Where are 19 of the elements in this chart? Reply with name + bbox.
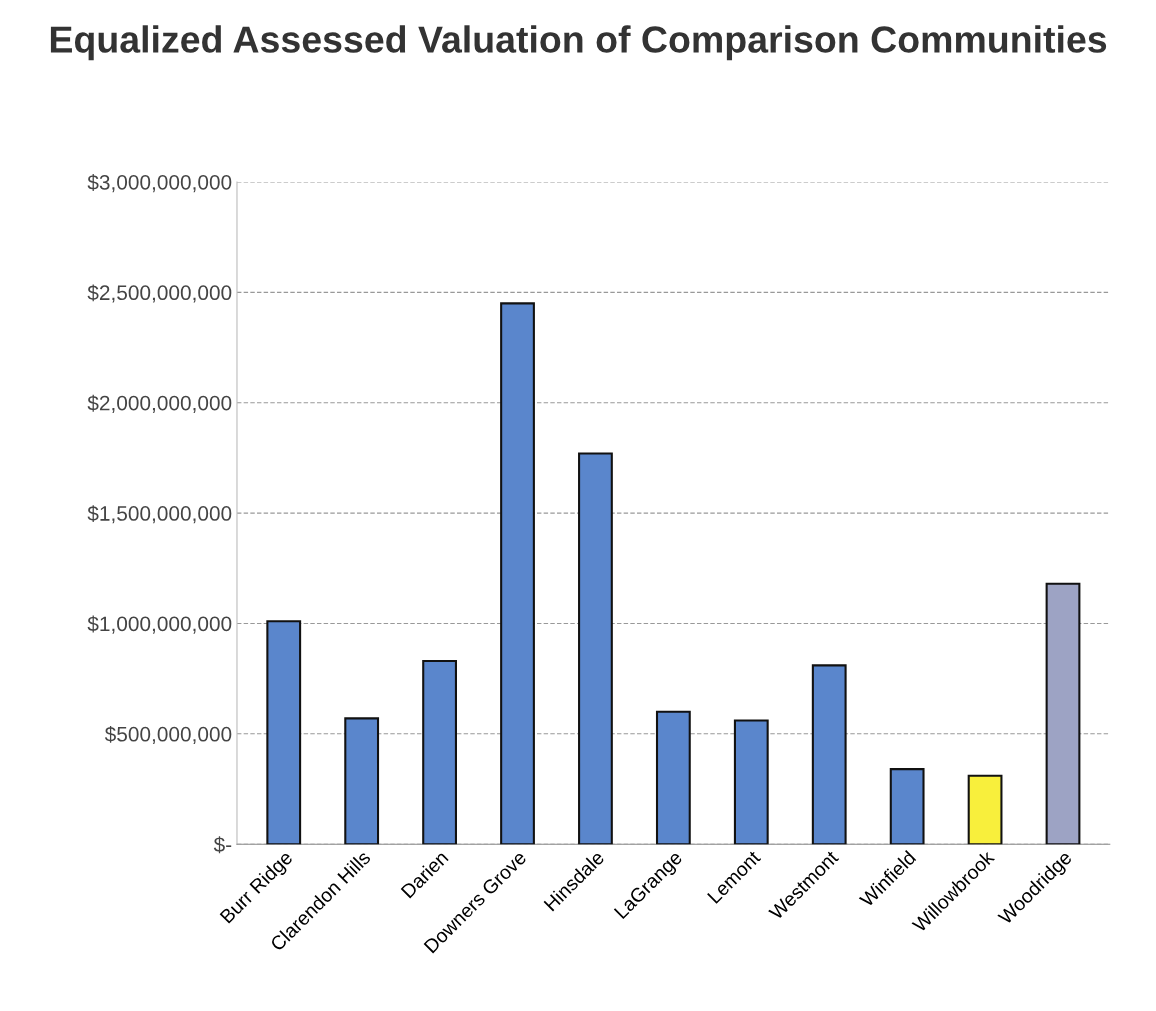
chart-title: Equalized Assessed Valuation of Comparison Communities [50,25,1107,61]
bar [1045,582,1081,845]
bar [500,302,535,845]
y-tick-label: $3,000,000,000 [87,174,232,193]
bar [889,768,925,845]
y-tick-label: $1,000,000,000 [87,615,232,634]
bar [344,717,380,845]
bar [655,710,691,845]
y-tick-label: $1,500,000,000 [87,505,232,524]
y-tick-label: $2,000,000,000 [87,394,232,413]
bar [266,620,302,845]
bar [578,452,613,845]
bar [422,659,457,845]
y-tick-label: $2,500,000,000 [87,284,232,303]
y-tick-label: $500,000,000 [104,725,232,745]
bar [733,719,769,845]
bar [811,664,847,845]
bar [967,774,1003,845]
y-tick-label: $- [213,836,232,854]
